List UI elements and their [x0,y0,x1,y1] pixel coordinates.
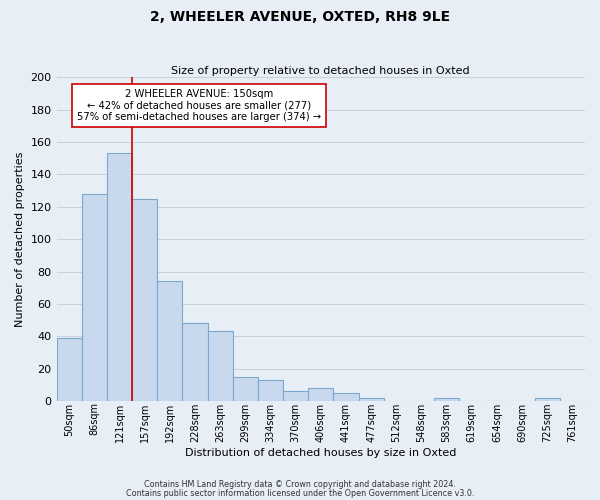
Text: 2 WHEELER AVENUE: 150sqm
← 42% of detached houses are smaller (277)
57% of semi-: 2 WHEELER AVENUE: 150sqm ← 42% of detach… [77,88,321,122]
Text: Contains HM Land Registry data © Crown copyright and database right 2024.: Contains HM Land Registry data © Crown c… [144,480,456,489]
Bar [157,282,182,401]
Bar [334,393,359,401]
Bar [308,388,334,401]
Bar [283,392,308,401]
Bar [233,377,258,401]
Bar [434,398,459,401]
Bar [535,398,560,401]
Bar [56,338,82,401]
Bar [258,380,283,401]
Bar [82,194,107,401]
Bar [107,154,132,401]
Y-axis label: Number of detached properties: Number of detached properties [15,152,25,327]
Title: Size of property relative to detached houses in Oxted: Size of property relative to detached ho… [172,66,470,76]
Text: 2, WHEELER AVENUE, OXTED, RH8 9LE: 2, WHEELER AVENUE, OXTED, RH8 9LE [150,10,450,24]
Bar [359,398,383,401]
Bar [182,324,208,401]
Bar [132,198,157,401]
Text: Contains public sector information licensed under the Open Government Licence v3: Contains public sector information licen… [126,490,474,498]
Bar [208,332,233,401]
X-axis label: Distribution of detached houses by size in Oxted: Distribution of detached houses by size … [185,448,457,458]
